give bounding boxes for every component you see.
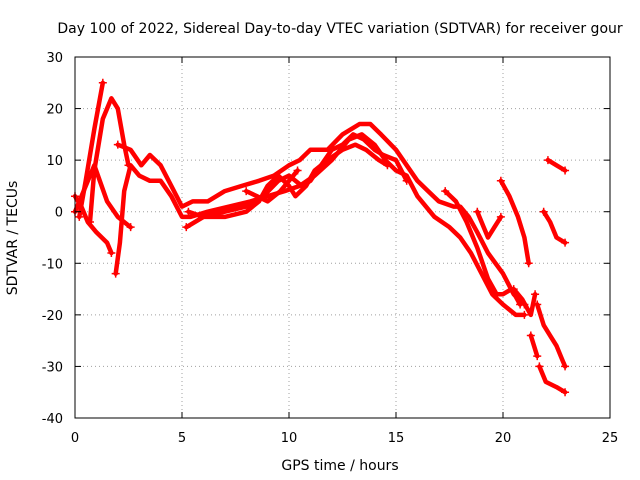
series-arc-7 (184, 132, 409, 230)
plus-marker (184, 207, 193, 216)
y-tick-label: 20 (46, 103, 63, 118)
plus-marker (496, 212, 505, 221)
grid (75, 57, 610, 418)
x-tick-label: 15 (388, 431, 405, 446)
y-tick-label: 0 (55, 206, 63, 221)
plus-marker (524, 259, 533, 268)
plus-marker (520, 310, 529, 319)
plus-marker (111, 269, 120, 278)
axis-ticks: 0 5 10 15 20 25 -40 -30 -20 -10 0 10 20 30 (42, 51, 619, 446)
series-arc-5 (113, 132, 527, 318)
series-arc-16 (537, 364, 568, 395)
x-axis-label: GPS time / hours (281, 458, 398, 474)
y-tick-label: 30 (46, 51, 63, 66)
plus-marker (526, 331, 535, 340)
plus-marker (535, 362, 544, 371)
plus-marker (539, 207, 548, 216)
x-tick-label: 10 (281, 431, 298, 446)
plus-marker (113, 140, 122, 149)
series-arc-17 (541, 209, 568, 245)
y-tick-label: -20 (42, 309, 63, 324)
series-arc-11 (475, 209, 504, 240)
series-arc-13 (511, 286, 538, 318)
x-tick-label: 25 (602, 431, 619, 446)
plus-marker (402, 176, 411, 185)
x-tick-label: 20 (495, 431, 512, 446)
series-arc-6 (115, 121, 527, 307)
data-series (71, 78, 570, 397)
plot-frame (74, 56, 611, 419)
plus-marker (533, 300, 542, 309)
series-arc-15 (534, 302, 568, 369)
plus-marker (107, 248, 116, 257)
plus-marker (182, 223, 191, 232)
plus-marker (561, 238, 570, 247)
plus-marker (561, 388, 570, 397)
plus-marker (98, 78, 107, 87)
chart-title: Day 100 of 2022, Sidereal Day-to-day VTE… (57, 21, 623, 37)
y-axis-label: SDTVAR / TECUs (5, 181, 21, 296)
y-tick-label: -10 (42, 257, 63, 272)
y-tick-label: -40 (42, 412, 63, 427)
plus-marker (561, 166, 570, 175)
series-arc-12 (498, 178, 531, 266)
x-tick-label: 0 (71, 431, 79, 446)
series-arc-10 (442, 188, 523, 307)
plus-marker (293, 166, 302, 175)
plus-marker (496, 176, 505, 185)
plus-marker (383, 161, 392, 170)
series-arc-14 (528, 333, 540, 359)
series-arc-18 (545, 157, 568, 173)
plus-marker (509, 285, 518, 294)
plus-marker (85, 218, 94, 227)
plus-marker (441, 187, 450, 196)
y-tick-label: 10 (46, 154, 63, 169)
plus-marker (75, 212, 84, 221)
plus-marker (126, 223, 135, 232)
plus-marker (533, 352, 542, 361)
plus-marker (531, 290, 540, 299)
y-tick-label: -30 (42, 360, 63, 375)
x-tick-label: 5 (178, 431, 186, 446)
series-arc-9 (243, 168, 300, 204)
plus-marker (473, 207, 482, 216)
plus-marker (242, 187, 251, 196)
series-arc-8 (186, 142, 390, 220)
plus-marker (561, 362, 570, 371)
plus-marker (543, 156, 552, 165)
